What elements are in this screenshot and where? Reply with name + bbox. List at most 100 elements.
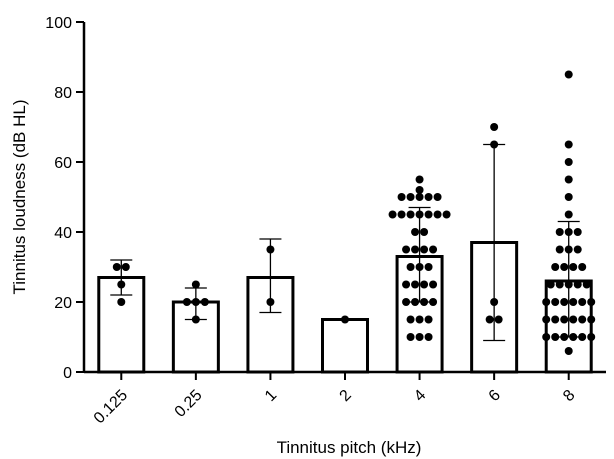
data-point-4	[415, 315, 424, 324]
data-point-8	[564, 210, 573, 219]
data-point-6	[494, 315, 503, 324]
data-point-4	[433, 193, 442, 201]
data-point-4	[424, 193, 433, 201]
data-point-4	[442, 210, 451, 219]
data-point-4	[420, 298, 429, 306]
data-point-8	[578, 315, 587, 324]
data-point-2	[341, 315, 349, 324]
data-point-8	[587, 333, 596, 341]
bars-layer	[97, 241, 593, 374]
data-point-4	[406, 210, 415, 219]
x-axis-title: Tinnitus pitch (kHz)	[277, 438, 422, 457]
data-point-8	[564, 70, 573, 79]
data-point-4	[424, 333, 433, 341]
data-point-8	[551, 315, 560, 324]
data-point-4	[429, 280, 438, 289]
data-point-4	[411, 245, 420, 254]
data-point-4	[397, 193, 406, 201]
x-tick-label: 0.25	[172, 387, 206, 421]
data-point-8	[555, 280, 564, 289]
data-point-8	[560, 333, 569, 341]
data-point-8	[560, 315, 569, 324]
data-point-0.125	[112, 263, 121, 271]
data-point-6	[490, 140, 499, 149]
data-point-8	[569, 315, 578, 324]
y-tick-label: 40	[54, 225, 72, 242]
data-point-4	[424, 210, 433, 219]
data-point-4	[402, 280, 411, 289]
data-point-4	[420, 228, 429, 236]
data-point-4	[429, 298, 438, 306]
data-point-8	[573, 280, 582, 289]
data-point-0.25	[191, 298, 200, 306]
bar-4	[395, 255, 444, 374]
data-point-6	[490, 298, 499, 306]
data-point-4	[415, 193, 424, 201]
data-point-4	[415, 175, 424, 184]
data-point-8	[578, 298, 587, 306]
data-point-8	[564, 140, 573, 149]
y-tick-label: 0	[63, 365, 72, 382]
data-point-4	[406, 263, 415, 271]
data-point-8	[560, 263, 569, 271]
data-point-8	[564, 175, 573, 184]
data-point-4	[420, 245, 429, 254]
data-point-8	[587, 298, 596, 306]
data-point-8	[578, 333, 587, 341]
data-point-0.125	[117, 280, 126, 289]
data-point-4	[411, 228, 420, 236]
y-tick-label: 20	[54, 295, 72, 312]
data-point-8	[551, 263, 560, 271]
data-point-8	[564, 193, 573, 201]
data-point-8	[564, 245, 573, 254]
data-point-0.125	[117, 298, 126, 306]
data-point-0.25	[200, 298, 209, 306]
data-point-4	[411, 280, 420, 289]
data-point-8	[582, 280, 591, 289]
data-point-4	[406, 193, 415, 201]
data-point-6	[490, 123, 499, 131]
data-point-4	[406, 315, 415, 324]
data-point-0.25	[182, 298, 191, 306]
data-point-8	[560, 298, 569, 306]
data-point-4	[415, 210, 424, 219]
data-point-4	[424, 263, 433, 271]
data-point-8	[573, 245, 582, 254]
data-point-1	[266, 298, 275, 306]
data-point-4	[415, 186, 424, 194]
data-point-8	[542, 298, 551, 306]
data-point-8	[564, 347, 573, 355]
data-point-8	[555, 245, 564, 254]
data-point-8	[569, 333, 578, 341]
data-point-4	[420, 280, 429, 289]
data-point-4	[415, 263, 424, 271]
data-point-4	[397, 210, 406, 219]
data-point-8	[573, 228, 582, 236]
data-point-4	[402, 245, 411, 254]
data-point-8	[587, 315, 596, 324]
x-tick-label: 2	[337, 387, 355, 405]
points-layer	[112, 70, 596, 355]
y-tick-label: 80	[54, 85, 72, 102]
data-point-4	[415, 333, 424, 341]
bar-2	[321, 318, 369, 374]
data-point-8	[551, 333, 560, 341]
data-point-8	[551, 298, 560, 306]
data-point-8	[578, 263, 587, 271]
x-tick-label: 4	[411, 387, 429, 405]
data-point-4	[406, 333, 415, 341]
data-point-8	[564, 158, 573, 166]
data-point-4	[388, 210, 397, 219]
data-point-8	[564, 280, 573, 289]
data-point-8	[564, 228, 573, 236]
data-point-0.125	[121, 263, 130, 271]
x-tick-label: 0.125	[91, 387, 131, 427]
y-tick-label: 60	[54, 155, 72, 172]
data-point-4	[411, 298, 420, 306]
data-point-8	[555, 228, 564, 236]
data-point-4	[433, 210, 442, 219]
data-point-8	[569, 263, 578, 271]
y-axis-title: Tinnitus loudness (dB HL)	[10, 100, 29, 295]
data-point-8	[546, 280, 555, 289]
